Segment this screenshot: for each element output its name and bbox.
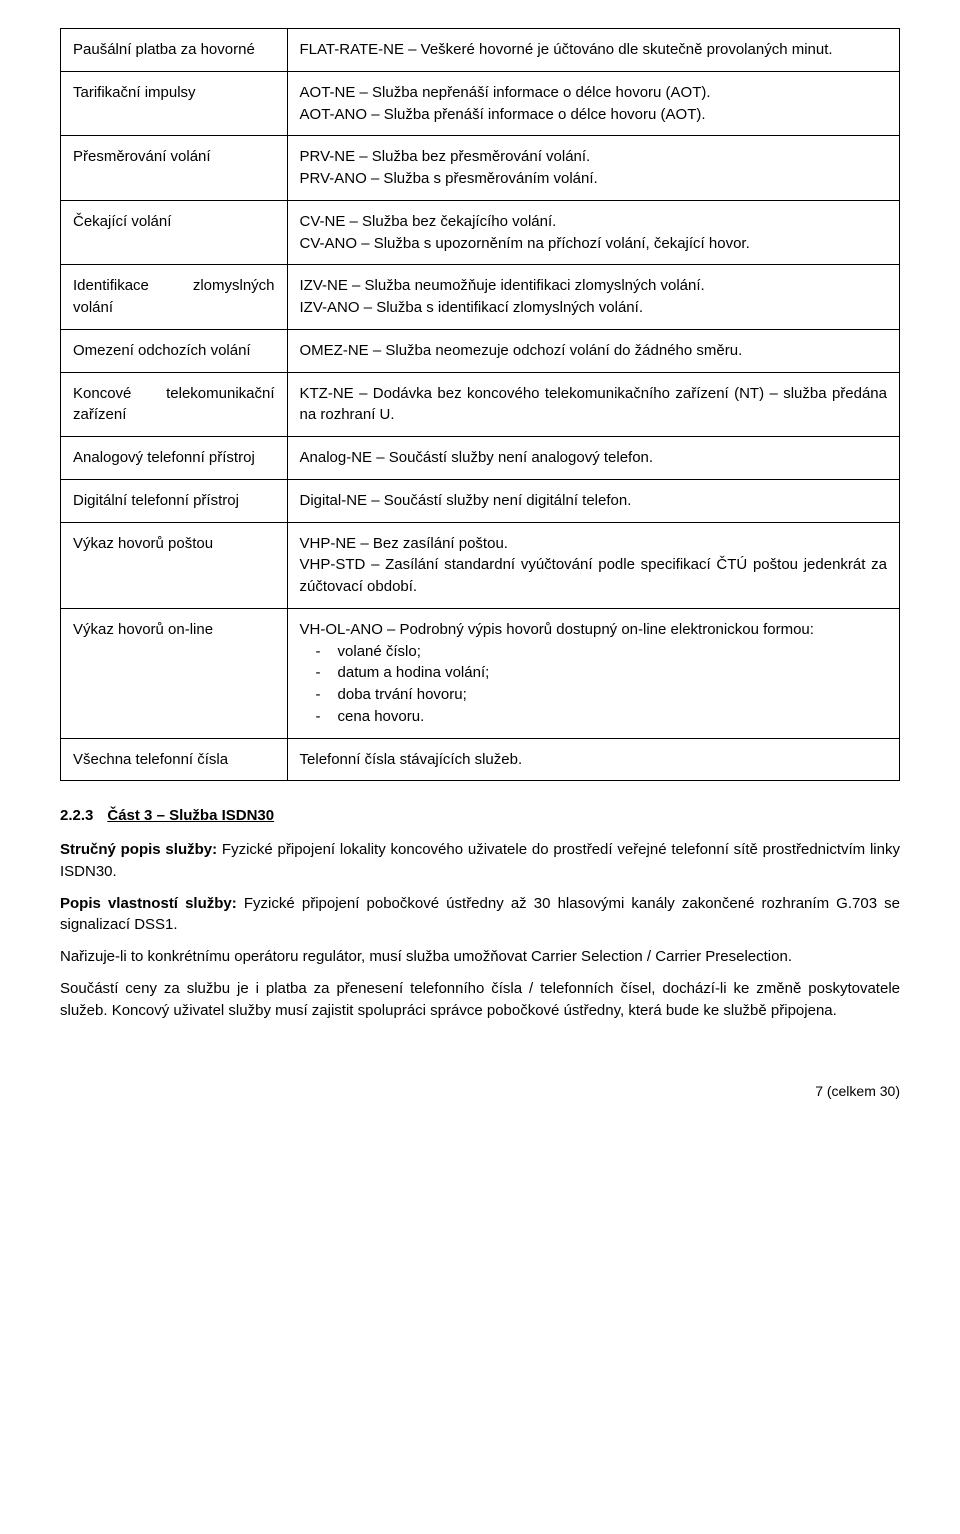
list-item: -cena hovoru. — [300, 706, 887, 728]
row-label: Omezení odchozích volání — [61, 329, 288, 372]
row-desc: FLAT-RATE-NE – Veškeré hovorné je účtová… — [287, 29, 899, 72]
row-desc: Telefonní čísla stávajících služeb. — [287, 738, 899, 781]
table-row: Čekající volání CV-NE – Služba bez čekaj… — [61, 200, 900, 265]
section-title: Část 3 – Služba ISDN30 — [107, 807, 274, 824]
row-desc: OMEZ-NE – Služba neomezuje odchozí volán… — [287, 329, 899, 372]
row-line: AOT-NE – Služba nepřenáší informace o dé… — [300, 82, 887, 104]
list-item-text: volané číslo; — [338, 643, 421, 660]
table-row: Analogový telefonní přístroj Analog-NE –… — [61, 437, 900, 480]
table-row: Digitální telefonní přístroj Digital-NE … — [61, 479, 900, 522]
row-desc: Digital-NE – Součástí služby není digitá… — [287, 479, 899, 522]
list-item: -volané číslo; — [300, 641, 887, 663]
table-row: Identifikace zlomyslných volání IZV-NE –… — [61, 265, 900, 330]
row-desc: IZV-NE – Služba neumožňuje identifikaci … — [287, 265, 899, 330]
paragraph: Nařizuje-li to konkrétnímu operátoru reg… — [60, 946, 900, 968]
document-page: Paušální platba za hovorné FLAT-RATE-NE … — [0, 0, 960, 1142]
row-label: Analogový telefonní přístroj — [61, 437, 288, 480]
service-spec-table: Paušální platba za hovorné FLAT-RATE-NE … — [60, 28, 900, 781]
row-line: PRV-NE – Služba bez přesměrování volání. — [300, 146, 887, 168]
row-label: Výkaz hovorů poštou — [61, 522, 288, 608]
row-desc: AOT-NE – Služba nepřenáší informace o dé… — [287, 71, 899, 136]
row-intro: VH-OL-ANO – Podrobný výpis hovorů dostup… — [300, 619, 887, 641]
row-line: VHP-NE – Bez zasílání poštou. — [300, 533, 887, 555]
row-desc: KTZ-NE – Dodávka bez koncového telekomun… — [287, 372, 899, 437]
list-item-text: cena hovoru. — [338, 708, 425, 725]
row-line: PRV-ANO – Služba s přesměrováním volání. — [300, 168, 887, 190]
section-heading: 2.2.3 Část 3 – Služba ISDN30 — [60, 805, 900, 827]
row-line: IZV-NE – Služba neumožňuje identifikaci … — [300, 275, 887, 297]
list-item: -doba trvání hovoru; — [300, 684, 887, 706]
row-label: Čekající volání — [61, 200, 288, 265]
row-label: Koncové telekomunikační zařízení — [61, 372, 288, 437]
list-item-text: datum a hodina volání; — [338, 664, 490, 681]
table-row: Tarifikační impulsy AOT-NE – Služba nepř… — [61, 71, 900, 136]
table-row: Výkaz hovorů poštou VHP-NE – Bez zasílán… — [61, 522, 900, 608]
row-label: Paušální platba za hovorné — [61, 29, 288, 72]
row-desc: CV-NE – Služba bez čekajícího volání. CV… — [287, 200, 899, 265]
paragraph-lead: Popis vlastností služby: — [60, 895, 237, 912]
table-row: Přesměrování volání PRV-NE – Služba bez … — [61, 136, 900, 201]
row-desc: PRV-NE – Služba bez přesměrování volání.… — [287, 136, 899, 201]
row-label: Přesměrování volání — [61, 136, 288, 201]
row-line: CV-ANO – Služba s upozorněním na příchoz… — [300, 233, 887, 255]
row-label: Všechna telefonní čísla — [61, 738, 288, 781]
page-footer: 7 (celkem 30) — [60, 1081, 900, 1101]
row-label: Digitální telefonní přístroj — [61, 479, 288, 522]
table-row: Omezení odchozích volání OMEZ-NE – Služb… — [61, 329, 900, 372]
table-row: Koncové telekomunikační zařízení KTZ-NE … — [61, 372, 900, 437]
row-label: Identifikace zlomyslných volání — [61, 265, 288, 330]
table-row: Paušální platba za hovorné FLAT-RATE-NE … — [61, 29, 900, 72]
paragraph-lead: Stručný popis služby: — [60, 841, 217, 858]
row-line: AOT-ANO – Služba přenáší informace o dél… — [300, 104, 887, 126]
table-row: Všechna telefonní čísla Telefonní čísla … — [61, 738, 900, 781]
row-label: Výkaz hovorů on-line — [61, 608, 288, 738]
section-number: 2.2.3 — [60, 805, 93, 827]
row-line: VHP-STD – Zasílání standardní vyúčtování… — [300, 554, 887, 598]
row-label: Tarifikační impulsy — [61, 71, 288, 136]
table-row: Výkaz hovorů on-line VH-OL-ANO – Podrobn… — [61, 608, 900, 738]
row-line: IZV-ANO – Služba s identifikací zlomysln… — [300, 297, 887, 319]
paragraph: Součástí ceny za službu je i platba za p… — [60, 978, 900, 1022]
row-desc: Analog-NE – Součástí služby není analogo… — [287, 437, 899, 480]
row-line: CV-NE – Služba bez čekajícího volání. — [300, 211, 887, 233]
row-desc: VHP-NE – Bez zasílání poštou. VHP-STD – … — [287, 522, 899, 608]
list-item: -datum a hodina volání; — [300, 662, 887, 684]
paragraph: Stručný popis služby: Fyzické připojení … — [60, 839, 900, 883]
paragraph: Popis vlastností služby: Fyzické připoje… — [60, 893, 900, 937]
list-item-text: doba trvání hovoru; — [338, 686, 467, 703]
row-desc: VH-OL-ANO – Podrobný výpis hovorů dostup… — [287, 608, 899, 738]
